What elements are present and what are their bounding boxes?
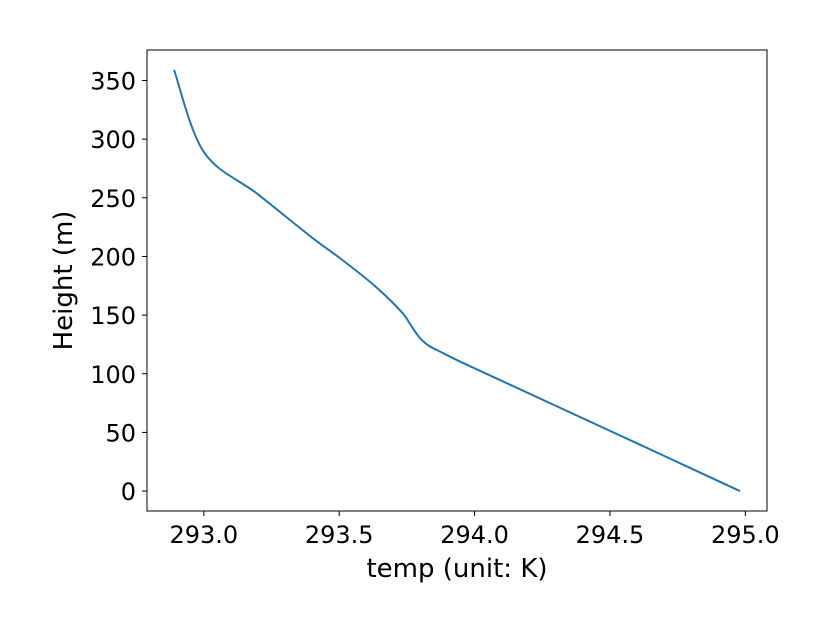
y-tick-label: 150 [90,302,136,330]
y-tick-label: 300 [90,126,136,154]
x-tick-label: 295.0 [711,521,780,549]
y-tick-label: 200 [90,243,136,271]
plot-frame [146,49,768,512]
x-tick-label: 294.0 [440,521,509,549]
y-tick-label: 0 [121,478,136,506]
axis-ticks: 293.0 293.5 294.0 294.5 295.0 0 50 100 150 200 250… [90,67,780,549]
y-axis-label: Height (m) [49,211,79,351]
y-tick-label: 250 [90,185,136,213]
x-tick-label: 293.0 [169,521,238,549]
x-axis-label: temp (unit: K) [366,554,547,584]
series-line [173,69,741,492]
y-tick-label: 350 [90,67,136,95]
y-tick-label: 50 [105,419,136,447]
y-tick-label: 100 [90,361,136,389]
x-tick-label: 293.5 [305,521,374,549]
x-tick-label: 294.5 [576,521,645,549]
plot-area [173,69,741,492]
